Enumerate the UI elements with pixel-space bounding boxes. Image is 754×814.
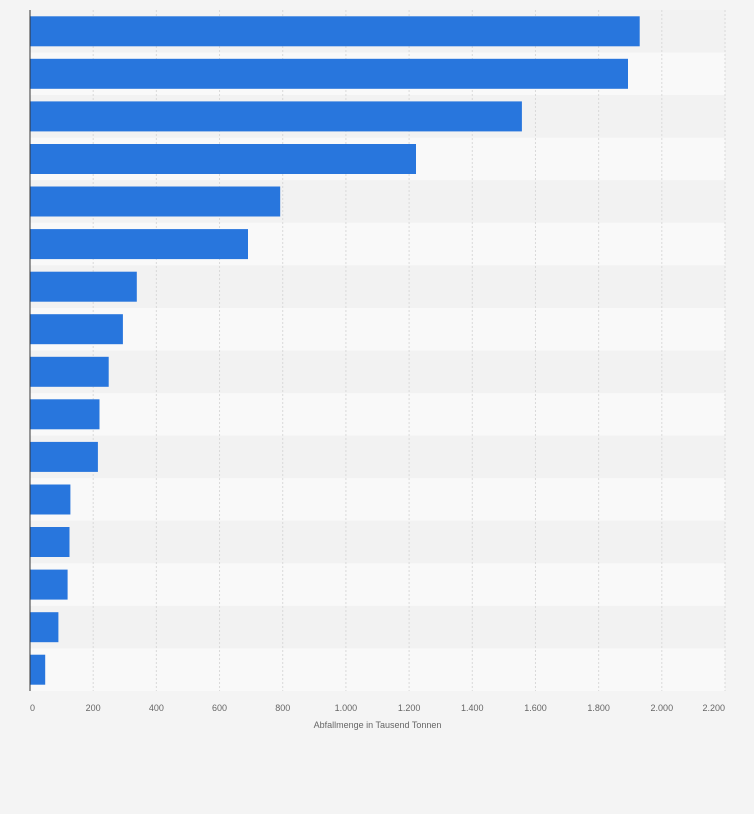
x-axis-title: Abfallmenge in Tausend Tonnen	[314, 720, 442, 730]
bar[interactable]	[30, 441, 98, 472]
row-band	[30, 605, 725, 649]
x-tick-label: 1.800	[587, 703, 610, 713]
row-band	[30, 307, 725, 351]
bar[interactable]	[30, 186, 281, 217]
row-band	[30, 393, 725, 436]
x-tick-label: 1.200	[398, 703, 421, 713]
x-tick-label: 0	[30, 703, 35, 713]
bar[interactable]	[30, 612, 59, 643]
x-tick-label: 1.600	[524, 703, 547, 713]
x-tick-label: 1.000	[335, 703, 358, 713]
bar[interactable]	[30, 569, 68, 600]
bar[interactable]	[30, 144, 416, 174]
bar[interactable]	[30, 58, 628, 89]
bars	[30, 16, 640, 685]
bar[interactable]	[30, 356, 109, 387]
bar[interactable]	[30, 229, 248, 260]
bar[interactable]	[30, 654, 46, 685]
row-band	[30, 350, 725, 394]
x-tick-labels: 0 200 400 600 800 1.000 1.200 1.400 1.600 1.800 2.…	[30, 703, 725, 713]
row-band	[30, 648, 725, 691]
bar[interactable]	[30, 399, 100, 430]
x-tick-label: 200	[86, 703, 101, 713]
bar[interactable]	[30, 16, 640, 47]
x-tick-label: 2.000	[651, 703, 674, 713]
bar[interactable]	[30, 271, 137, 302]
x-tick-label: 1.400	[461, 703, 484, 713]
bar[interactable]	[30, 484, 71, 515]
row-band	[30, 478, 725, 521]
bar[interactable]	[30, 527, 70, 557]
x-tick-label: 800	[275, 703, 290, 713]
bar[interactable]	[30, 101, 522, 132]
row-band	[30, 520, 725, 564]
x-tick-label: 600	[212, 703, 227, 713]
x-tick-label: 2.200	[702, 703, 725, 713]
bar[interactable]	[30, 314, 123, 345]
x-tick-label: 400	[149, 703, 164, 713]
row-band	[30, 563, 725, 606]
row-band	[30, 265, 725, 308]
row-band	[30, 435, 725, 479]
